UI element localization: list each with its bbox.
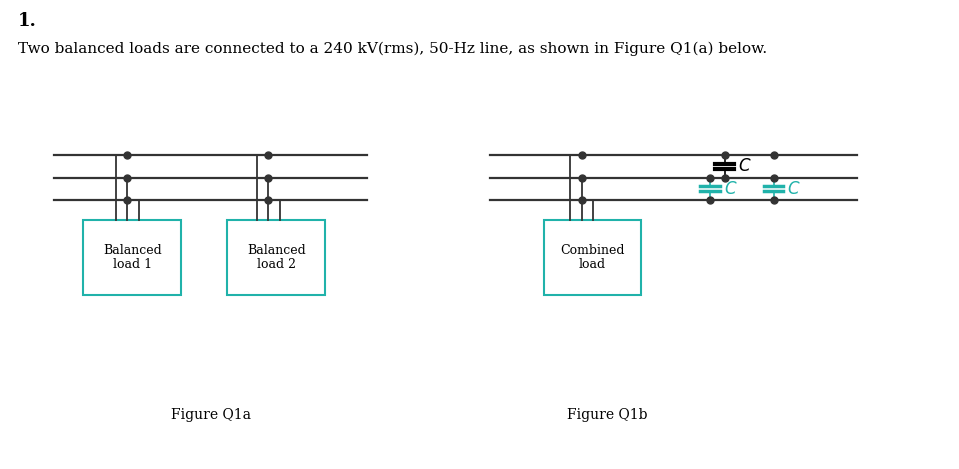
Text: Balanced
load 1: Balanced load 1 xyxy=(103,243,161,272)
Bar xyxy=(544,220,642,295)
Bar xyxy=(83,220,181,295)
Text: Balanced
load 2: Balanced load 2 xyxy=(246,243,306,272)
Text: $\mathit{C}$: $\mathit{C}$ xyxy=(724,181,737,197)
Text: $\mathit{C}$: $\mathit{C}$ xyxy=(738,158,752,175)
Text: 1.: 1. xyxy=(17,12,36,30)
Text: Figure Q1a: Figure Q1a xyxy=(171,408,250,422)
Text: Combined
load: Combined load xyxy=(560,243,624,272)
Text: Two balanced loads are connected to a 240 kV(rms), 50-Hz line, as shown in Figur: Two balanced loads are connected to a 24… xyxy=(17,42,767,56)
Bar xyxy=(227,220,325,295)
Text: Figure Q1b: Figure Q1b xyxy=(567,408,647,422)
Text: $\mathit{C}$: $\mathit{C}$ xyxy=(787,181,801,197)
